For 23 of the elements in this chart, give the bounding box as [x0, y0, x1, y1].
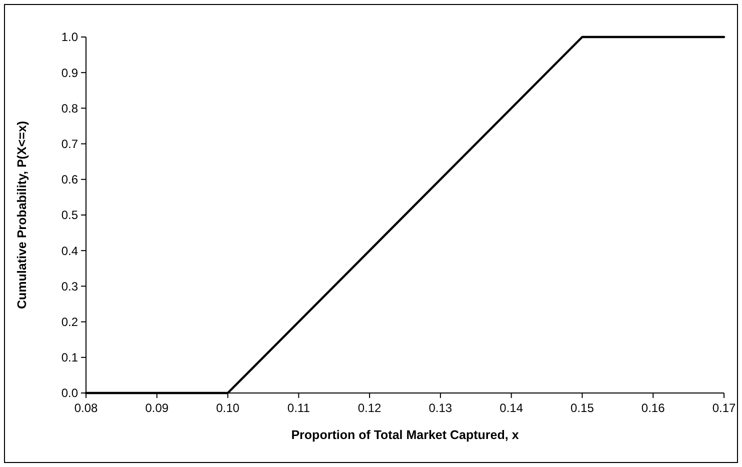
- y-tick-label: 0.7: [61, 137, 78, 151]
- y-tick-label: 0.9: [61, 66, 78, 80]
- y-tick-label: 0.6: [61, 172, 78, 187]
- x-tick-label: 0.14: [500, 401, 524, 415]
- x-tick-label: 0.12: [358, 401, 382, 415]
- x-tick-label: 0.11: [287, 401, 310, 415]
- x-tick-label: 0.08: [74, 401, 98, 415]
- x-tick-label: 0.10: [216, 401, 240, 415]
- x-tick-label: 0.13: [428, 401, 452, 415]
- x-axis-title: Proportion of Total Market Captured, x: [291, 428, 519, 442]
- y-tick-label: 1.0: [61, 30, 78, 44]
- y-tick-label: 0.8: [61, 101, 78, 116]
- y-tick-label: 0.4: [61, 244, 78, 258]
- x-tick-label: 0.17: [712, 401, 736, 415]
- x-tick-label: 0.09: [145, 401, 169, 415]
- y-tick-label: 0.2: [61, 315, 78, 329]
- y-tick-label: 0.1: [61, 350, 78, 365]
- x-tick-label: 0.15: [570, 401, 594, 415]
- y-tick-label: 0.3: [61, 279, 78, 294]
- y-axis-title: Cumulative Probability, P(X<=x): [15, 120, 29, 310]
- y-tick-label: 0.0: [61, 386, 78, 400]
- y-tick-label: 0.5: [61, 208, 78, 222]
- x-tick-label: 0.16: [641, 401, 666, 415]
